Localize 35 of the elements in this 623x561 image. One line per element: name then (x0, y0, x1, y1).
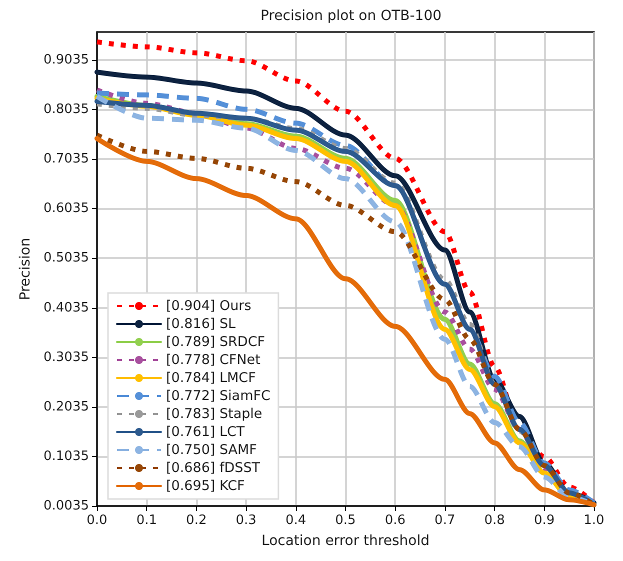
legend-label: [0.789] SRDCF (166, 334, 266, 350)
legend-label: [0.778] CFNet (166, 352, 260, 368)
y-axis-title: Precision (18, 238, 34, 300)
legend-label: [0.904] Ours (166, 298, 252, 314)
x-tick-label: 0.7 (434, 513, 456, 528)
legend-label: [0.686] fDSST (166, 460, 261, 476)
x-tick-label: 0.6 (384, 513, 406, 528)
legend-label: [0.816] SL (166, 316, 236, 332)
x-tick-label: 0.2 (186, 513, 207, 528)
x-axis-title: Location error threshold (262, 533, 430, 549)
y-tick-label: 0.1035 (44, 448, 89, 464)
x-tick-label: 0.4 (285, 513, 306, 528)
x-tick-label: 0.3 (236, 513, 256, 528)
y-tick-label: 0.3035 (44, 350, 89, 365)
x-tick-label: 1.0 (584, 513, 604, 528)
y-tick-label: 0.6035 (44, 201, 89, 216)
legend-label: [0.761] LCT (166, 424, 246, 440)
x-tick-label: 0.5 (335, 513, 356, 528)
y-tick-label: 0.8035 (44, 102, 89, 118)
y-tick-label: 0.7035 (44, 152, 89, 167)
x-tick-label: 0.9 (534, 513, 555, 528)
x-tick-label: 0.1 (136, 513, 158, 528)
legend-label: [0.783] Staple (166, 406, 262, 422)
x-tick-label: 0.8 (484, 513, 505, 528)
y-tick-label: 0.0035 (44, 498, 89, 514)
legend-label: [0.772] SiamFC (166, 388, 270, 404)
chart-title: Precision plot on OTB-100 (260, 8, 442, 24)
legend-label: [0.695] KCF (166, 478, 245, 494)
y-tick-label: 0.2035 (44, 399, 89, 414)
legend-label: [0.750] SAMF (166, 442, 257, 458)
y-tick-label: 0.9035 (44, 52, 89, 68)
legend-label: [0.784] LMCF (166, 370, 256, 386)
y-tick-label: 0.4035 (44, 300, 89, 316)
y-tick-label: 0.5035 (44, 250, 89, 266)
x-tick-label: 0.0 (86, 513, 108, 528)
